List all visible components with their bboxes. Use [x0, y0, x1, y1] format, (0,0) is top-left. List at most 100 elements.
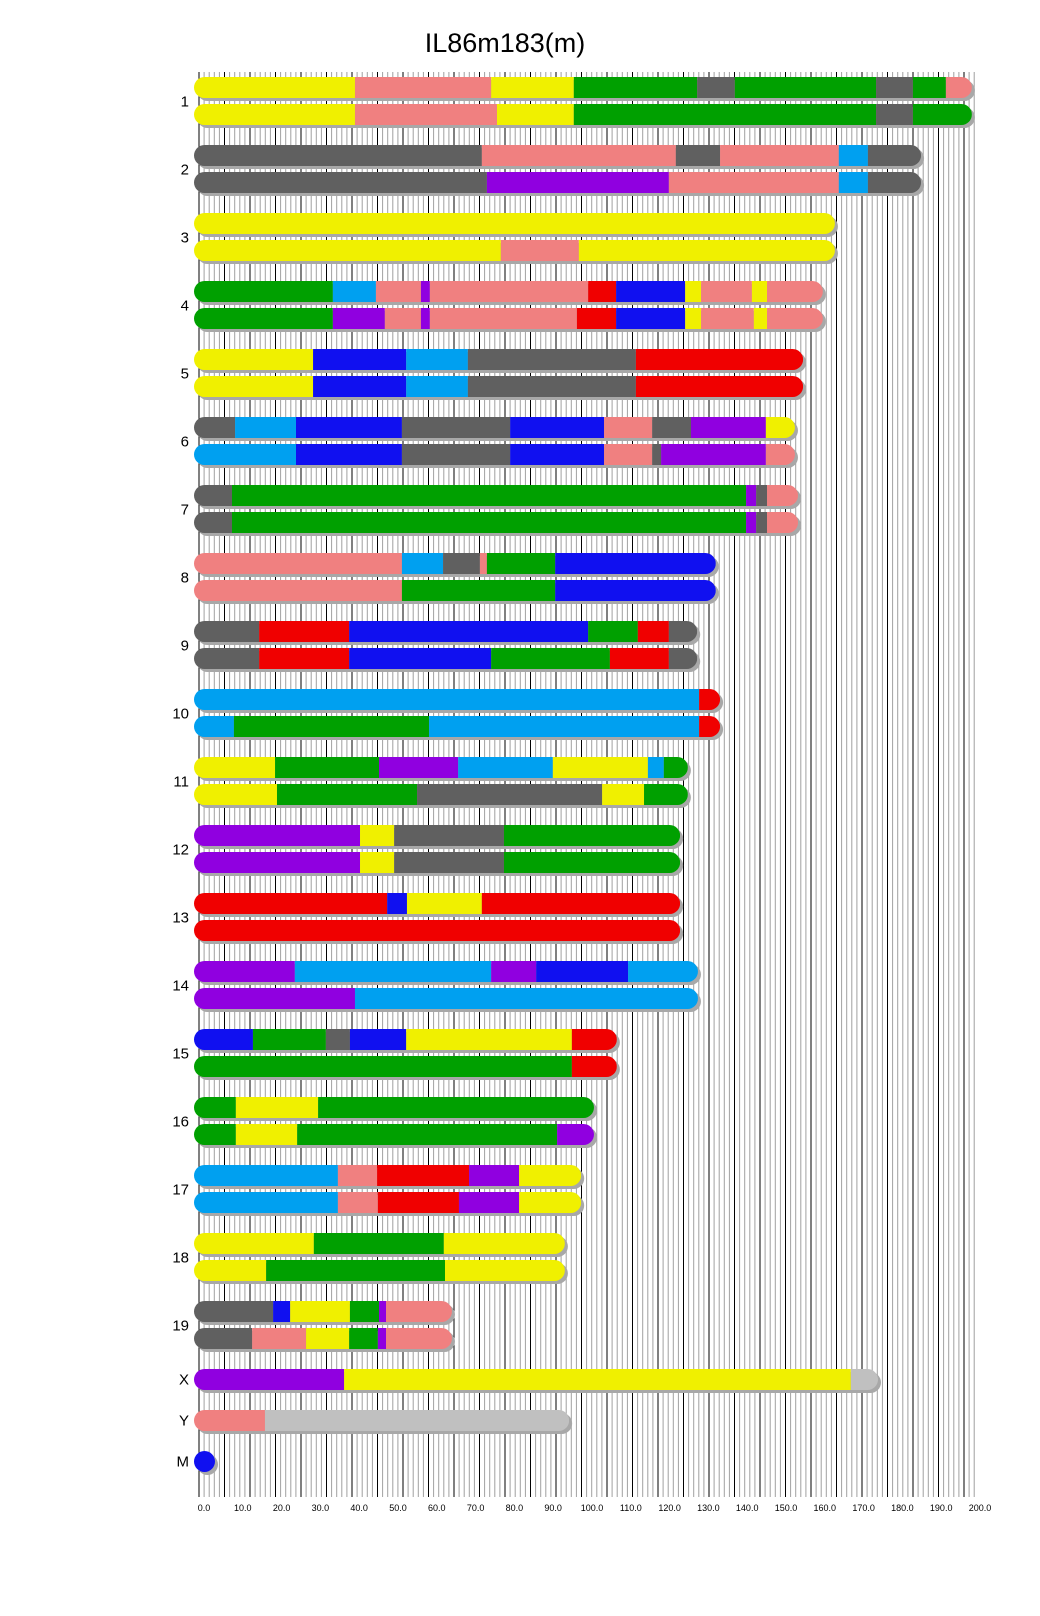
segment-g [297, 1124, 558, 1145]
chromosome-label: 17 [172, 1182, 189, 1199]
chromosome-label: 18 [172, 1250, 189, 1267]
segment-c [647, 757, 664, 778]
segment-y [360, 825, 395, 846]
haplotype-1 [194, 485, 799, 506]
haplotype-1 [194, 145, 922, 166]
segment-v [420, 281, 430, 302]
chromosome-label: 12 [172, 842, 189, 859]
segment-y [235, 1124, 298, 1145]
chromosome-10: 10 [172, 689, 724, 740]
segment-d [194, 172, 487, 193]
segment-y [360, 852, 395, 873]
segment-g [349, 1328, 378, 1349]
segment-p [194, 1410, 265, 1431]
segment-r [576, 308, 617, 329]
segment-r [699, 689, 721, 710]
haplotype-2 [194, 172, 922, 193]
segment-p [720, 145, 839, 166]
segment-p [252, 1328, 307, 1349]
segment-v [332, 308, 385, 329]
segment-b [296, 417, 402, 438]
x-tick-label: 160.0 [814, 1503, 837, 1513]
segment-g [313, 1233, 444, 1254]
chromosome-17: 17 [172, 1165, 585, 1216]
x-tick-label: 190.0 [930, 1503, 953, 1513]
segment-b [510, 417, 605, 438]
haplotype-2 [194, 104, 972, 125]
segment-d [756, 512, 768, 533]
segment-d [394, 852, 504, 873]
segment-d [194, 1301, 274, 1322]
chromosome-19: 19 [172, 1301, 455, 1352]
segment-p [337, 1165, 378, 1186]
x-tick-label: 0.0 [198, 1503, 211, 1513]
segment-d [194, 648, 260, 669]
haplotype-1 [194, 893, 681, 914]
segment-c [194, 1192, 338, 1213]
chromosome-label: X [179, 1372, 189, 1389]
segment-g [663, 757, 688, 778]
chromosome-label: 13 [172, 910, 189, 927]
segment-b [296, 444, 402, 465]
chromosome-12: 12 [172, 825, 684, 876]
haplotype-2 [194, 1328, 452, 1349]
segment-v [746, 512, 757, 533]
chromosome-label: 8 [181, 570, 189, 587]
chromosome-13: 13 [172, 893, 684, 944]
segment-p [479, 553, 487, 574]
chromosome-label: 9 [181, 638, 189, 655]
segment-b [349, 1029, 407, 1050]
segment-d [467, 376, 636, 397]
segment-y [194, 376, 314, 397]
segment-d [401, 444, 511, 465]
segment-g [503, 852, 681, 873]
x-tick-label: 110.0 [620, 1503, 642, 1513]
haplotype-2 [194, 648, 698, 669]
segment-g [194, 1097, 236, 1118]
segment-g [503, 825, 681, 846]
segment-y [685, 308, 702, 329]
segment-c [194, 689, 700, 710]
segment-y [194, 349, 314, 370]
chromosome-label: Y [179, 1413, 189, 1430]
chromosome-label: 7 [181, 502, 189, 519]
chromosome-x: X [179, 1369, 881, 1393]
haplotype-1 [194, 689, 721, 710]
segment-d [194, 417, 236, 438]
segment-y [578, 240, 835, 261]
segment-g [252, 1029, 326, 1050]
segment-r [481, 893, 681, 914]
segment-y [444, 1260, 565, 1281]
segment-c [628, 961, 698, 982]
haplotype-1 [194, 757, 688, 778]
segment-g [912, 77, 946, 98]
segment-p [386, 1301, 452, 1322]
segment-r [259, 621, 350, 642]
haplotype-1 [194, 961, 698, 982]
haplotype-2 [194, 240, 835, 261]
segment-g [276, 784, 418, 805]
segment-y [765, 417, 795, 438]
segment-p [194, 553, 402, 574]
segment-r [377, 1165, 470, 1186]
chromosome-7: 7 [181, 485, 802, 536]
segment-g [588, 621, 638, 642]
segment-p [767, 512, 799, 533]
segment-g [318, 1097, 594, 1118]
haplotype-1 [194, 1369, 878, 1390]
chromosome-label: 15 [172, 1046, 189, 1063]
segment-g [734, 77, 877, 98]
segment-y [491, 77, 574, 98]
segment-p [429, 281, 589, 302]
segment-p [337, 1192, 378, 1213]
haplotype-2 [194, 376, 804, 397]
segment-g [231, 485, 747, 506]
segment-c [194, 444, 296, 465]
segment-g [194, 281, 333, 302]
segment-p [384, 308, 421, 329]
haplotype-1 [194, 1029, 617, 1050]
chromosome-m: M [177, 1451, 218, 1475]
segment-v [491, 961, 537, 982]
segment-b [194, 1451, 215, 1472]
segment-b [349, 648, 492, 669]
